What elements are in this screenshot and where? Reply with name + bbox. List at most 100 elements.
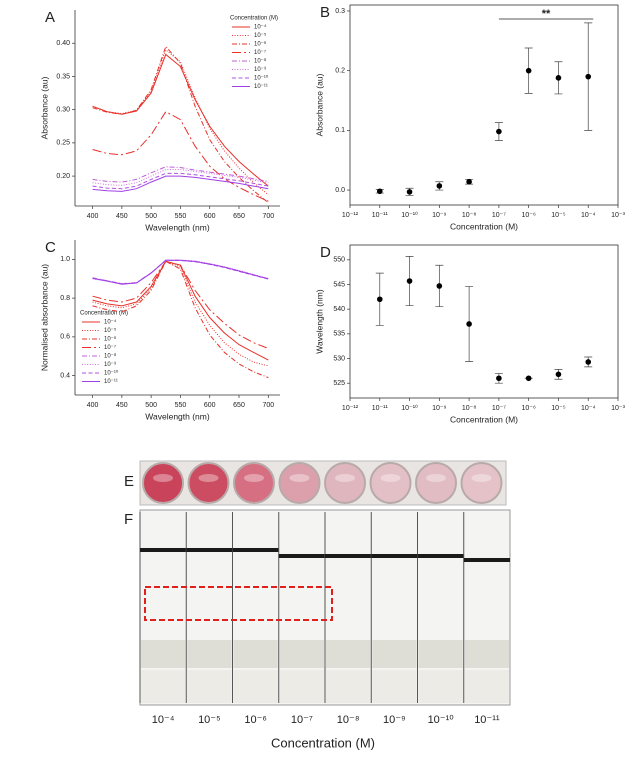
y-tick-label: 525: [333, 380, 345, 387]
y-tick-label: 0.3: [335, 8, 345, 15]
x-tick-label: 10⁻¹⁰: [401, 404, 418, 412]
well-shine: [471, 474, 492, 482]
line-series: [92, 111, 269, 202]
panel-label: D: [320, 244, 331, 261]
data-point: [496, 128, 502, 135]
x-tick-label: 400: [87, 402, 99, 409]
legend-label: 10⁻⁴: [254, 24, 267, 31]
strip-pad: [326, 640, 371, 668]
y-tick-label: 0.6: [60, 334, 70, 341]
x-tick-label: 10⁻⁵: [198, 714, 221, 726]
panel-label: F: [124, 511, 133, 528]
x-tick-label: 10⁻¹²: [342, 405, 359, 412]
strip-pad: [418, 640, 463, 668]
y-axis-label: Absorbance (au): [39, 76, 49, 139]
legend-label: 10⁻⁶: [104, 336, 117, 343]
strip-band: [371, 554, 418, 558]
well-shine: [289, 474, 310, 482]
y-axis-label: Absorbance (au): [314, 73, 324, 136]
x-tick-label: 10⁻⁹: [432, 405, 446, 412]
strip-band: [417, 554, 464, 558]
legend-label: 10⁻⁵: [104, 327, 117, 334]
x-axis-label: Concentration (M): [450, 221, 518, 231]
legend-label: 10⁻⁸: [254, 58, 267, 65]
well: [278, 462, 321, 504]
x-tick-label: 10⁻¹²: [342, 212, 359, 219]
data-point: [406, 278, 413, 284]
y-tick-label: 550: [333, 257, 345, 264]
panel-label: B: [320, 4, 330, 21]
x-tick-label: 10⁻¹⁰: [401, 211, 418, 219]
x-tick-label: 10⁻⁴: [581, 405, 596, 412]
x-tick-label: 700: [262, 402, 274, 409]
legend-label: 10⁻⁷: [254, 49, 266, 56]
y-tick-label: 0.0: [335, 187, 345, 194]
x-axis-label: Wavelength (nm): [145, 222, 210, 232]
x-tick-label: 450: [116, 402, 128, 409]
y-tick-label: 0.35: [56, 73, 70, 80]
legend-label: 10⁻⁸: [104, 353, 117, 360]
line-series: [92, 260, 269, 379]
x-tick-label: 10⁻¹¹: [474, 714, 500, 726]
y-tick-label: 0.8: [60, 295, 70, 302]
x-tick-label: 10⁻⁵: [551, 212, 565, 219]
test-line-highlight: [144, 586, 333, 621]
x-tick-label: 10⁻⁶: [521, 212, 535, 219]
x-tick-label: 10⁻⁷: [492, 405, 506, 412]
data-point: [555, 75, 562, 81]
well: [233, 462, 275, 504]
y-axis-label: Normalised absorbance (au): [39, 264, 49, 371]
y-tick-label: 530: [333, 355, 345, 362]
well: [415, 462, 457, 504]
line-series: [92, 166, 269, 183]
x-tick-label: 10⁻⁷: [291, 714, 313, 726]
x-tick-label: 600: [204, 213, 216, 220]
plot-frame: [349, 244, 619, 399]
x-tick-label: 650: [233, 213, 245, 220]
x-tick-label: 10⁻¹¹: [372, 405, 389, 412]
x-tick-label: 500: [145, 213, 157, 220]
line-series: [92, 260, 269, 349]
y-tick-label: 1.0: [60, 256, 70, 263]
line-series: [92, 53, 269, 187]
strip-sample: [187, 670, 232, 703]
strip-band: [186, 548, 233, 552]
data-point: [376, 188, 383, 195]
data-point: [525, 67, 532, 74]
line-series: [92, 175, 269, 192]
data-point: [436, 283, 443, 289]
well-shine: [153, 474, 173, 482]
well: [324, 462, 366, 504]
x-tick-label: 10⁻⁴: [581, 212, 596, 219]
strip-pad: [372, 640, 417, 668]
strip-band: [140, 548, 187, 552]
well: [142, 462, 184, 504]
y-tick-label: 0.4: [60, 372, 70, 379]
y-tick-label: 545: [333, 281, 345, 288]
line-series: [92, 169, 269, 186]
x-tick-label: 10⁻⁸: [462, 212, 476, 219]
x-tick-label: 400: [87, 213, 99, 220]
legend-label: 10⁻¹¹: [254, 84, 268, 90]
x-tick-label: 700: [262, 213, 274, 220]
panel-label: A: [45, 9, 55, 26]
x-tick-label: 10⁻⁶: [521, 405, 535, 412]
strip-band: [278, 554, 325, 558]
x-axis-label: Wavelength (nm): [145, 411, 210, 421]
strip-sample: [372, 670, 417, 703]
x-tick-label: 10⁻⁴: [152, 714, 175, 726]
data-point: [585, 73, 592, 80]
strip-pad: [141, 640, 186, 668]
strip-pad: [279, 640, 324, 668]
legend-label: 10⁻¹⁰: [254, 75, 269, 82]
strip-pad: [233, 640, 278, 668]
strip-pad: [464, 640, 509, 668]
photo-panels: [139, 460, 511, 706]
strip-sample: [326, 670, 371, 703]
x-tick-label: 10⁻⁹: [432, 212, 446, 219]
line-series: [92, 45, 269, 204]
plot-frame: [349, 4, 619, 206]
strip-band: [463, 558, 510, 562]
legend-label: 10⁻⁶: [254, 41, 267, 48]
